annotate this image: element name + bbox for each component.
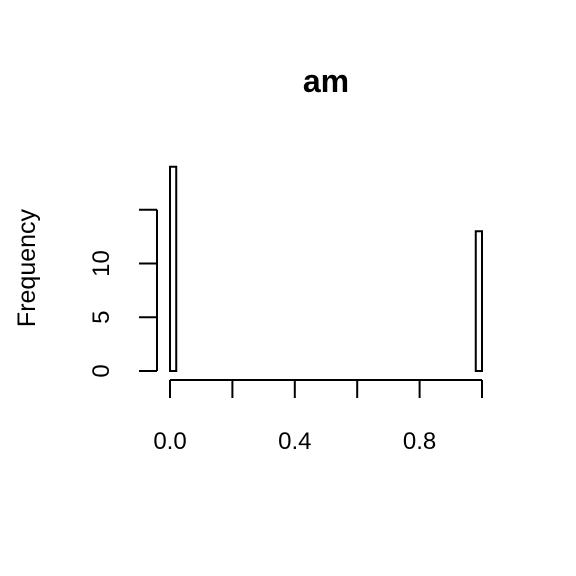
x-tick-label-0: 0.0 [153,428,186,455]
y-tick-label-2: 10 [88,250,115,277]
y-axis: 0 5 10 [88,208,158,378]
x-tick-label-4: 0.8 [403,428,436,455]
x-tick-label-2: 0.4 [278,428,311,455]
bars-group [169,165,484,372]
y-tick-label-1: 5 [88,311,115,324]
histogram-bar-0 [169,165,178,372]
y-axis-label: Frequency [13,208,41,327]
chart-title: am [303,63,349,99]
x-axis: 0.0 0.4 0.8 [153,379,483,455]
histogram-bar-2 [474,230,484,372]
y-tick-label-0: 0 [88,364,115,377]
